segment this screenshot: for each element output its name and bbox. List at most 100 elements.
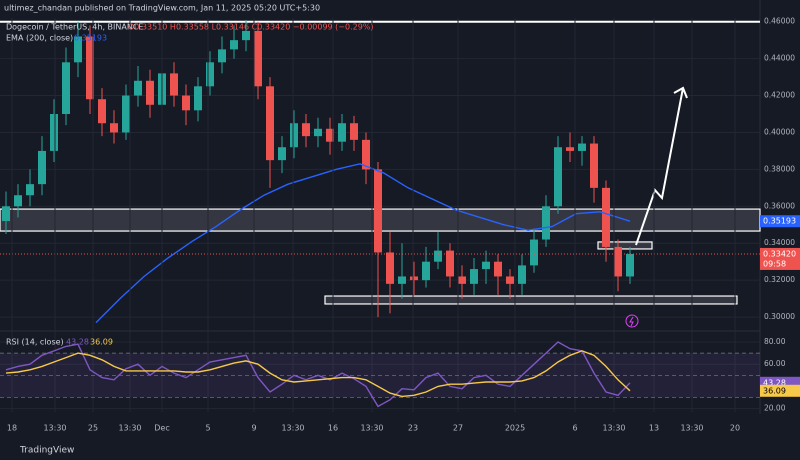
candle-body: [38, 150, 46, 185]
price-badge-text: 0.33420: [763, 249, 796, 258]
candle-body: [494, 261, 502, 277]
candle-body: [326, 128, 334, 142]
ema-legend: EMA (200, close): [6, 34, 73, 43]
ema-badge-text: 0.35193: [763, 217, 796, 226]
candle-body: [338, 123, 346, 142]
y-tick-label: 0.46000: [764, 17, 795, 26]
symbol-title: Dogecoin / TetherUS, 4h, BINANCE: [6, 23, 143, 32]
candle-body: [602, 187, 610, 247]
candle-body: [614, 246, 622, 277]
candle-body: [98, 99, 106, 124]
zone: [597, 241, 653, 250]
candle-body: [626, 253, 634, 277]
candle-body: [110, 123, 118, 133]
countdown: 09:58: [763, 259, 786, 268]
candle-body: [554, 147, 562, 207]
candle-body: [122, 95, 130, 133]
x-tick-label: 13:30: [360, 424, 383, 433]
candle-body: [314, 128, 322, 137]
candle-body: [398, 276, 406, 284]
y-tick-label: 0.38000: [764, 164, 795, 173]
event-bolt: [629, 316, 634, 327]
candle-body: [422, 261, 430, 281]
candle-body: [362, 139, 370, 170]
candle-body: [530, 239, 538, 266]
y-tick-label: 0.30000: [764, 312, 795, 321]
rsi-badge-text: 43.28: [763, 378, 786, 387]
candle-body: [350, 123, 358, 140]
candle-body: [482, 261, 490, 270]
candle-body: [218, 49, 226, 63]
candle-body: [182, 95, 190, 111]
rsi-line: [5, 350, 631, 398]
rsi-ma-legend-value: 36.09: [90, 338, 113, 347]
ema-line: [95, 163, 631, 324]
rsi-legend: RSI (14, close): [6, 338, 64, 347]
publisher: ultimez_chandan published on TradingView…: [4, 4, 320, 13]
y-tick-label: 0.44000: [764, 54, 795, 63]
candle-body: [542, 206, 550, 240]
x-tick-label: 13: [649, 424, 659, 433]
candle-body: [254, 30, 262, 87]
ohlc-legend: O0.33510 H0.33558 L0.33146 C0.33420 −0.0…: [128, 23, 374, 32]
y-tick-label: 0.32000: [764, 275, 795, 284]
x-tick-label: 6: [572, 424, 577, 433]
y-tick-label: 80.00: [764, 337, 786, 346]
candle-body: [506, 276, 514, 284]
candle-body: [518, 265, 526, 284]
x-tick-label: 27: [453, 424, 463, 433]
x-tick-label: 25: [88, 424, 98, 433]
y-tick-label: 0.42000: [764, 91, 795, 100]
x-tick-label: 13:30: [680, 424, 703, 433]
candle-body: [266, 86, 274, 161]
candle-body: [434, 250, 442, 262]
x-tick-label: 23: [408, 424, 418, 433]
y-tick-label: 0.34000: [764, 238, 795, 247]
x-tick-label: Dec: [154, 424, 169, 433]
x-tick-label: 2025: [505, 424, 525, 433]
x-tick-label: 13:30: [43, 424, 66, 433]
candle-body: [86, 36, 94, 100]
rsi-badge: [760, 384, 800, 397]
arrow: [635, 87, 684, 246]
arrow-head: [673, 86, 688, 99]
candle-body: [578, 143, 586, 151]
zone: [324, 295, 738, 305]
x-tick-label: 13:30: [118, 424, 141, 433]
ema-badge: [760, 215, 800, 228]
ema-legend-value: 0.35193: [74, 34, 107, 43]
x-tick-label: 13:30: [281, 424, 304, 433]
candle-body: [278, 147, 286, 161]
candle-body: [410, 276, 418, 281]
candle-body: [374, 169, 382, 253]
event-icon: [625, 314, 639, 328]
candle-body: [62, 62, 70, 114]
rsi-badge-text: 36.09: [763, 386, 786, 395]
y-tick-label: 60.00: [764, 359, 786, 368]
x-tick-label: 9: [251, 424, 256, 433]
y-tick-label: 0.40000: [764, 127, 795, 136]
candle-body: [14, 195, 22, 207]
x-tick-label: 16: [328, 424, 338, 433]
candle-body: [170, 73, 178, 96]
x-tick-label: 18: [7, 424, 17, 433]
candle-body: [194, 86, 202, 111]
candle-body: [458, 276, 466, 284]
y-tick-label: 0.36000: [764, 201, 795, 210]
candle-body: [2, 206, 10, 222]
x-tick-label: 5: [205, 424, 210, 433]
candle-body: [290, 123, 298, 148]
x-tick-label: 20: [730, 424, 740, 433]
candle-body: [50, 114, 58, 151]
plot: 0.30000 0.32000 0.34000 0.36000 0.38000 0.400…: [0, 17, 800, 433]
candle-body: [386, 252, 394, 284]
candle-body: [242, 30, 250, 41]
rsi-legend-value: 43.28: [66, 338, 89, 347]
candle-body: [470, 269, 478, 284]
candle-body: [230, 40, 238, 50]
candle-body: [206, 62, 214, 87]
candle-body: [134, 80, 142, 96]
rsi-line: [5, 341, 631, 408]
